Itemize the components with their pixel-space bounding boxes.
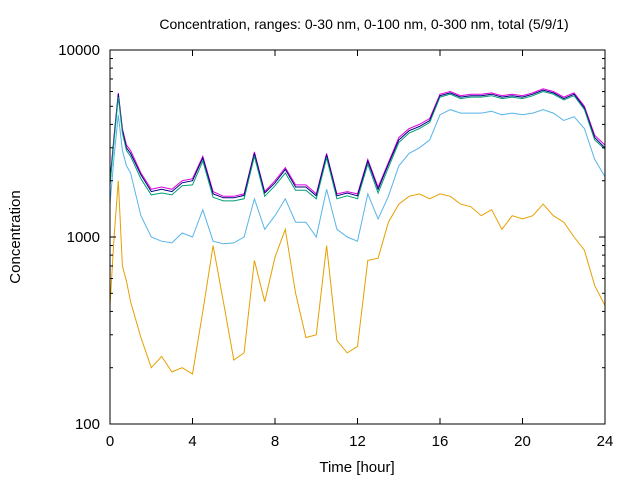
y-tick-label: 1000 <box>67 229 100 246</box>
x-axis-label: Time [hour] <box>319 459 394 476</box>
x-tick-label: 12 <box>349 433 366 450</box>
chart-title: Concentration, ranges: 0-30 nm, 0-100 nm… <box>159 16 568 32</box>
x-tick-label: 16 <box>432 433 449 450</box>
x-tick-label: 20 <box>514 433 531 450</box>
series-line-1 <box>109 88 606 197</box>
y-tick-label: 10000 <box>58 42 100 59</box>
x-tick-label: 8 <box>271 433 279 450</box>
plot-frame <box>109 49 606 425</box>
series-line-5 <box>109 180 606 375</box>
x-tick-label: 24 <box>597 433 614 450</box>
series-line-3 <box>109 90 606 202</box>
series-layer <box>109 88 606 375</box>
y-axis-label: Concentration <box>7 190 24 283</box>
y-tick-label: 100 <box>75 416 100 433</box>
x-axis-ticks: 0 4 8 12 16 20 24 <box>106 50 614 450</box>
series-line-4 <box>109 109 606 245</box>
x-tick-label: 4 <box>188 433 196 450</box>
x-tick-label: 0 <box>106 433 114 450</box>
y-axis-ticks: 100 1000 10000 <box>58 42 605 433</box>
series-line-2 <box>109 89 606 199</box>
